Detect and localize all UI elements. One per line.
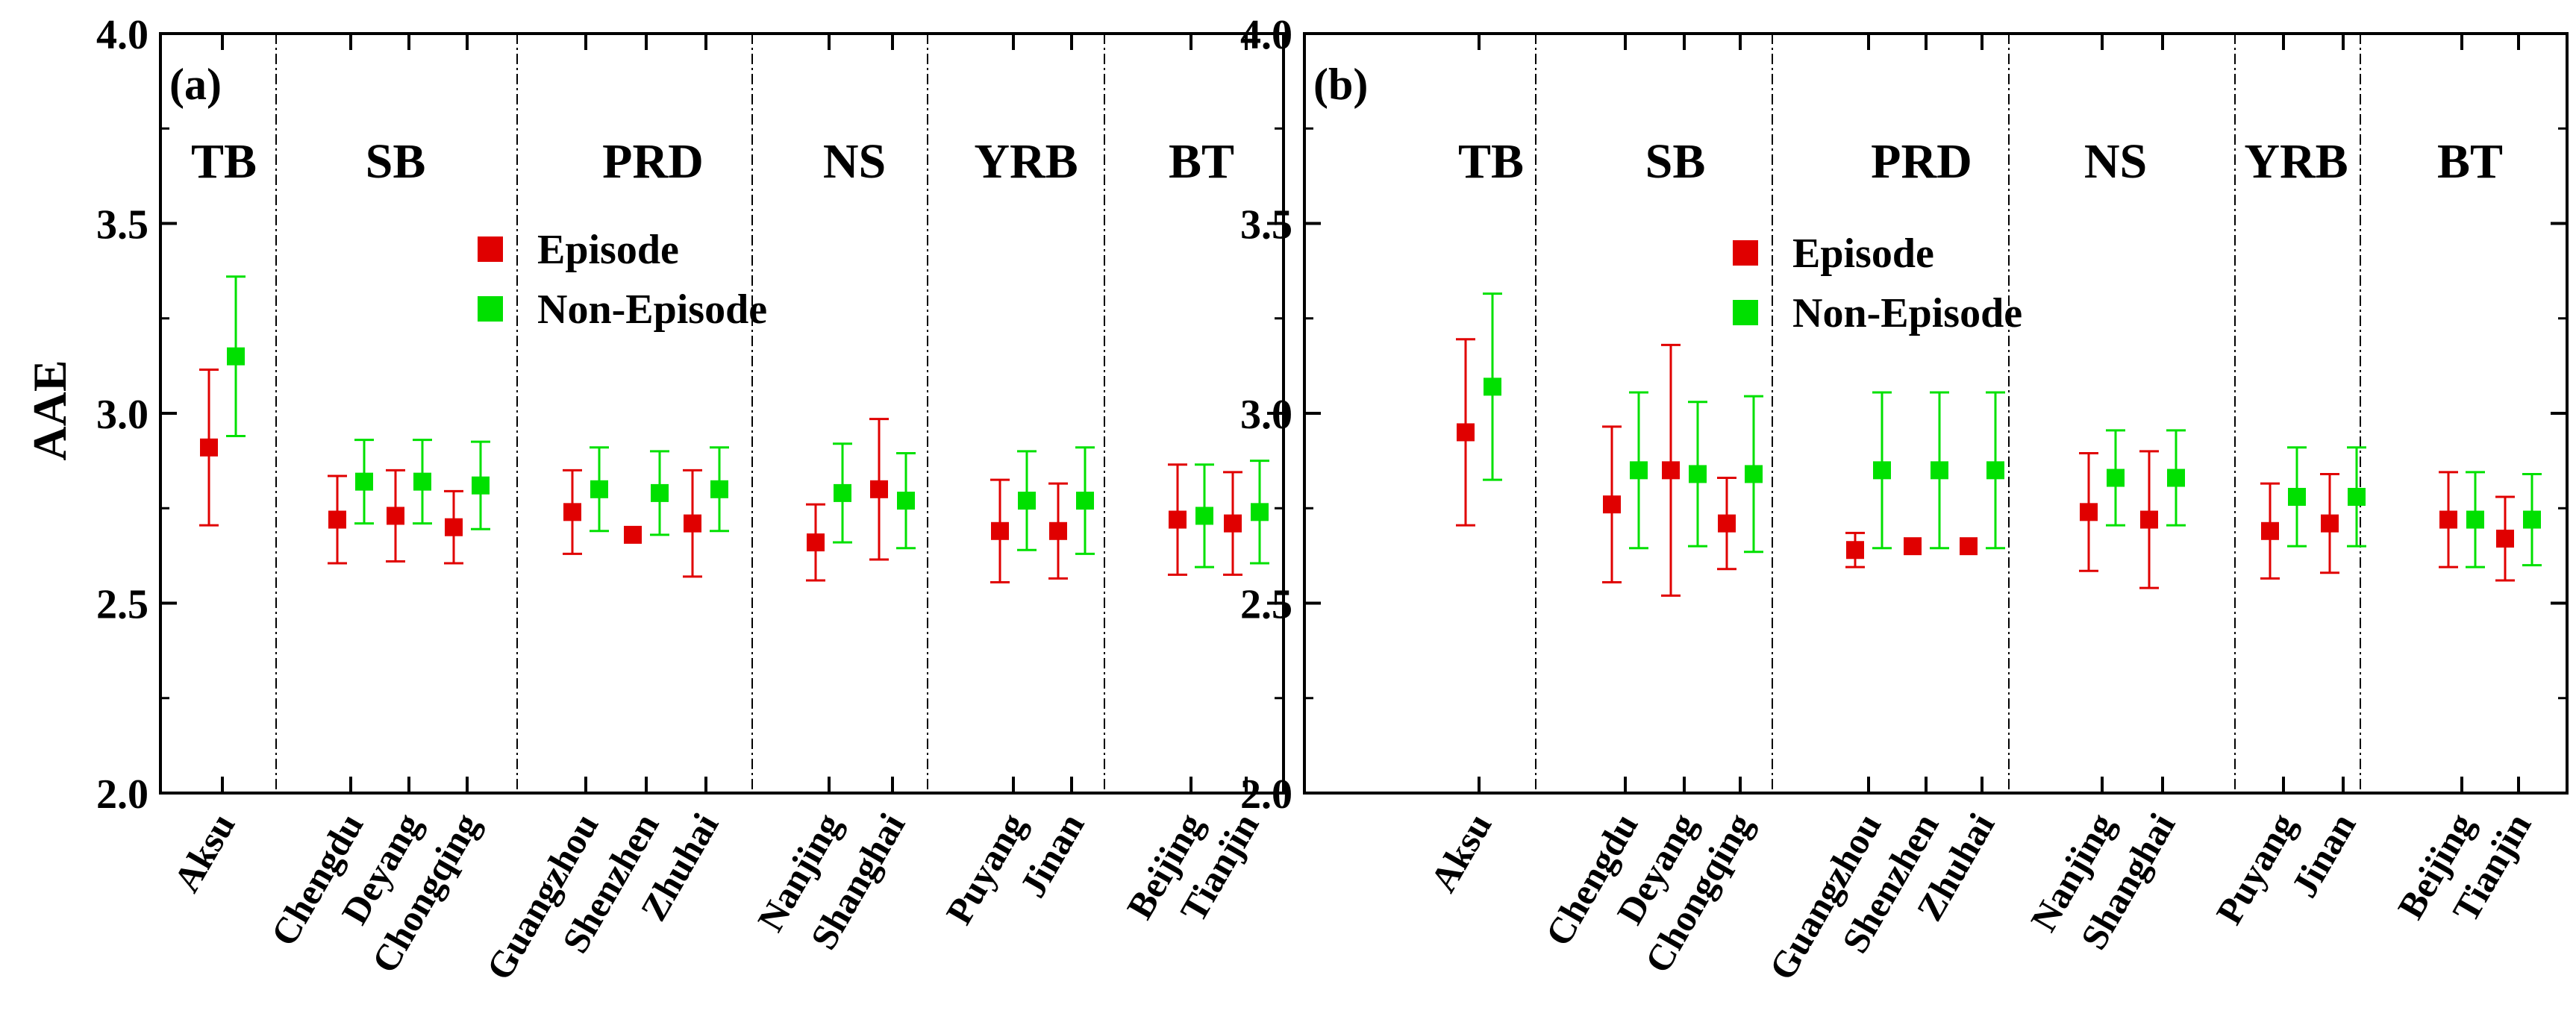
data-point-episode	[1718, 514, 1736, 533]
legend-swatch	[478, 296, 503, 322]
data-point-non-episode	[1018, 492, 1036, 510]
x-tick-label: Aksu	[1422, 806, 1499, 899]
y-tick-label: 2.0	[1240, 771, 1292, 818]
data-point-non-episode	[355, 472, 373, 491]
group-label: PRD	[1871, 134, 1972, 189]
data-point-non-episode	[2288, 487, 2306, 506]
data-point-episode	[2080, 503, 2098, 521]
y-tick-label: 4.0	[96, 12, 149, 58]
data-point-non-episode	[1484, 377, 1501, 396]
y-tick-label: 4.0	[1240, 12, 1292, 58]
y-axis-title: AAE	[23, 360, 76, 460]
y-tick-label: 3.0	[1240, 392, 1292, 438]
x-tick-label: Jinan	[2283, 806, 2363, 904]
data-point-episode	[1457, 423, 1475, 442]
data-point-non-episode	[2466, 510, 2484, 529]
data-point-episode	[1169, 510, 1187, 529]
data-point-episode	[1846, 541, 1864, 560]
y-tick-label: 3.0	[96, 392, 149, 438]
data-point-non-episode	[590, 480, 608, 498]
panel-label: (a)	[169, 60, 222, 109]
legend-swatch	[478, 236, 503, 262]
group-label: PRD	[602, 134, 704, 189]
data-point-non-episode	[2107, 469, 2125, 487]
group-label: NS	[2084, 134, 2147, 189]
data-point-episode	[2261, 521, 2279, 540]
x-tick-label: Aksu	[165, 806, 243, 899]
data-point-episode	[991, 521, 1009, 540]
group-label: YRB	[2244, 134, 2348, 189]
group-label: YRB	[974, 134, 1078, 189]
group-label: BT	[2437, 134, 2503, 189]
data-point-non-episode	[897, 492, 915, 510]
x-tick-label: Jinan	[1011, 806, 1092, 904]
data-point-episode	[1960, 537, 1978, 556]
group-label: BT	[1169, 134, 1234, 189]
y-tick-label: 2.5	[1240, 582, 1292, 628]
data-point-non-episode	[227, 347, 245, 366]
data-point-episode	[563, 503, 581, 521]
data-point-non-episode	[1630, 461, 1648, 480]
panel-label: (b)	[1313, 60, 1368, 109]
data-point-non-episode	[2523, 510, 2541, 529]
data-point-episode	[2140, 510, 2158, 529]
data-point-episode	[2439, 510, 2457, 529]
data-point-episode	[624, 525, 642, 544]
data-point-episode	[1049, 521, 1067, 540]
x-tick-label: Puyang	[2207, 806, 2304, 932]
data-point-non-episode	[1689, 465, 1707, 483]
legend-label: Episode	[537, 227, 679, 273]
data-point-non-episode	[834, 483, 851, 502]
data-point-non-episode	[2167, 469, 2185, 487]
y-tick-label: 3.5	[1240, 202, 1292, 248]
data-point-episode	[387, 507, 404, 525]
data-point-episode	[200, 438, 218, 457]
y-tick-label: 2.5	[96, 582, 149, 628]
y-tick-label: 3.5	[96, 202, 149, 248]
data-point-episode	[870, 480, 888, 498]
y-tick-label: 2.0	[96, 771, 149, 818]
data-point-episode	[684, 514, 701, 533]
data-point-non-episode	[413, 472, 431, 491]
data-point-non-episode	[1745, 465, 1763, 483]
data-point-episode	[328, 510, 346, 529]
plot-frame	[159, 32, 1285, 795]
legend-label: Non-Episode	[537, 286, 767, 333]
data-point-episode	[807, 533, 825, 552]
legend-label: Episode	[1792, 231, 1934, 277]
group-label: TB	[1458, 134, 1524, 189]
data-point-episode	[445, 518, 463, 536]
data-point-non-episode	[1251, 503, 1269, 521]
legend-swatch	[1733, 240, 1758, 266]
legend-swatch	[1733, 300, 1758, 325]
data-point-episode	[1224, 514, 1242, 533]
data-point-non-episode	[710, 480, 728, 498]
data-point-episode	[2321, 514, 2339, 533]
data-point-non-episode	[1931, 461, 1948, 480]
group-label: TB	[191, 134, 257, 189]
data-point-episode	[1904, 537, 1922, 556]
group-label: SB	[1645, 134, 1706, 189]
data-point-episode	[1662, 461, 1680, 480]
data-point-non-episode	[472, 476, 490, 495]
data-point-episode	[1603, 495, 1621, 514]
group-label: SB	[366, 134, 426, 189]
data-point-non-episode	[1195, 507, 1213, 525]
data-point-non-episode	[651, 483, 669, 502]
data-point-non-episode	[2348, 487, 2366, 506]
data-point-non-episode	[1076, 492, 1094, 510]
data-point-non-episode	[1986, 461, 2004, 480]
data-point-non-episode	[1873, 461, 1891, 480]
data-point-episode	[2496, 529, 2514, 548]
legend-label: Non-Episode	[1792, 290, 2022, 336]
group-label: NS	[823, 134, 886, 189]
